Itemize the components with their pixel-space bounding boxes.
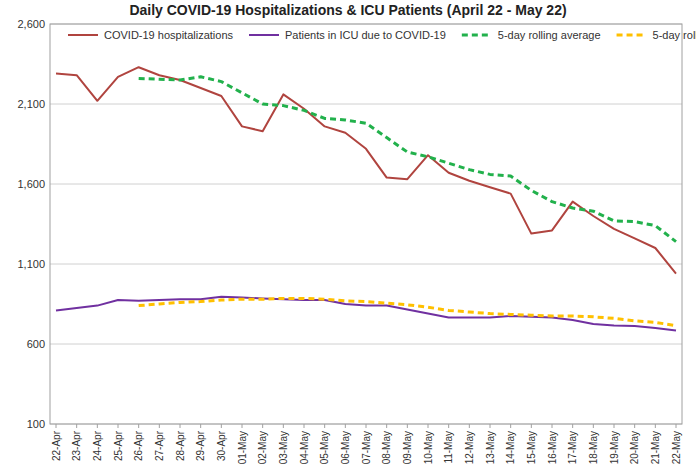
x-tick <box>221 424 222 428</box>
x-tick <box>386 424 387 428</box>
legend-label: Patients in ICU due to COVID-19 <box>285 29 446 41</box>
x-tick <box>324 424 325 428</box>
x-tick <box>572 424 573 428</box>
x-tick <box>304 424 305 428</box>
x-tick-label: 15-May <box>526 431 537 464</box>
y-tick-label: 1,600 <box>17 178 45 190</box>
x-tick <box>490 424 491 428</box>
x-tick-label: 02-May <box>257 431 268 464</box>
x-tick-label: 29-Apr <box>195 430 206 461</box>
x-tick-label: 17-May <box>567 431 578 464</box>
x-tick-label: 22-May <box>671 431 682 464</box>
x-tick-label: 27-Apr <box>154 430 165 461</box>
x-tick-label: 13-May <box>485 431 496 464</box>
y-tick-label: 100 <box>27 418 45 430</box>
x-tick-label: 19-May <box>609 431 620 464</box>
x-tick-label: 25-Apr <box>113 430 124 461</box>
legend-swatch <box>249 34 279 36</box>
legend-label: 5-day rolling average <box>653 29 696 41</box>
legend-label: 5-day rolling average <box>498 29 601 41</box>
x-tick-label: 05-May <box>319 431 330 464</box>
x-tick-label: 22-Apr <box>51 430 62 461</box>
x-tick <box>138 424 139 428</box>
x-tick-label: 07-May <box>361 431 372 464</box>
x-tick <box>469 424 470 428</box>
series-line <box>139 77 676 242</box>
grid-line <box>50 104 682 105</box>
series-line <box>139 298 676 325</box>
x-tick <box>97 424 98 428</box>
legend-swatch <box>68 34 98 36</box>
x-tick <box>262 424 263 428</box>
x-tick-label: 30-Apr <box>216 430 227 461</box>
x-tick-label: 01-May <box>237 431 248 464</box>
x-tick <box>634 424 635 428</box>
x-tick-label: 24-Apr <box>92 430 103 461</box>
x-tick-label: 18-May <box>588 431 599 464</box>
x-tick <box>118 424 119 428</box>
x-tick <box>593 424 594 428</box>
x-tick-label: 20-May <box>629 431 640 464</box>
chart: Daily COVID-19 Hospitalizations & ICU Pa… <box>0 0 696 466</box>
x-tick <box>428 424 429 428</box>
series-line <box>56 67 676 273</box>
x-tick <box>159 424 160 428</box>
x-tick <box>283 424 284 428</box>
x-tick-label: 21-May <box>650 431 661 464</box>
x-tick-label: 06-May <box>340 431 351 464</box>
x-tick <box>56 424 57 428</box>
x-tick <box>345 424 346 428</box>
x-tick <box>76 424 77 428</box>
x-tick <box>676 424 677 428</box>
x-tick <box>366 424 367 428</box>
legend-swatch <box>617 34 647 37</box>
legend-swatch <box>462 34 492 37</box>
grid-line <box>50 184 682 185</box>
x-tick-label: 12-May <box>464 431 475 464</box>
x-tick-label: 08-May <box>381 431 392 464</box>
grid-line <box>50 264 682 265</box>
x-tick <box>448 424 449 428</box>
x-tick-label: 16-May <box>547 431 558 464</box>
x-tick-label: 14-May <box>505 431 516 464</box>
x-tick <box>242 424 243 428</box>
x-tick <box>180 424 181 428</box>
x-tick <box>655 424 656 428</box>
y-tick-label: 2,600 <box>17 18 45 30</box>
x-tick-label: 23-Apr <box>71 430 82 461</box>
y-tick-label: 2,100 <box>17 98 45 110</box>
y-tick-label: 1,100 <box>17 258 45 270</box>
x-tick <box>200 424 201 428</box>
legend-label: COVID-19 hospitalizations <box>104 29 234 41</box>
x-tick <box>407 424 408 428</box>
series-line <box>56 297 676 331</box>
x-tick-label: 11-May <box>443 431 454 464</box>
grid-line <box>50 344 682 345</box>
title: Daily COVID-19 Hospitalizations & ICU Pa… <box>129 2 566 18</box>
x-tick <box>614 424 615 428</box>
plot-frame <box>50 24 682 424</box>
x-tick-label: 28-Apr <box>175 430 186 461</box>
x-tick <box>531 424 532 428</box>
x-tick-label: 26-Apr <box>133 430 144 461</box>
x-tick-label: 04-May <box>299 431 310 464</box>
y-tick-label: 600 <box>27 338 45 350</box>
x-tick-label: 10-May <box>423 431 434 464</box>
x-tick-label: 03-May <box>278 431 289 464</box>
x-tick <box>510 424 511 428</box>
x-tick <box>552 424 553 428</box>
x-tick-label: 09-May <box>402 431 413 464</box>
plot-area <box>56 67 676 330</box>
